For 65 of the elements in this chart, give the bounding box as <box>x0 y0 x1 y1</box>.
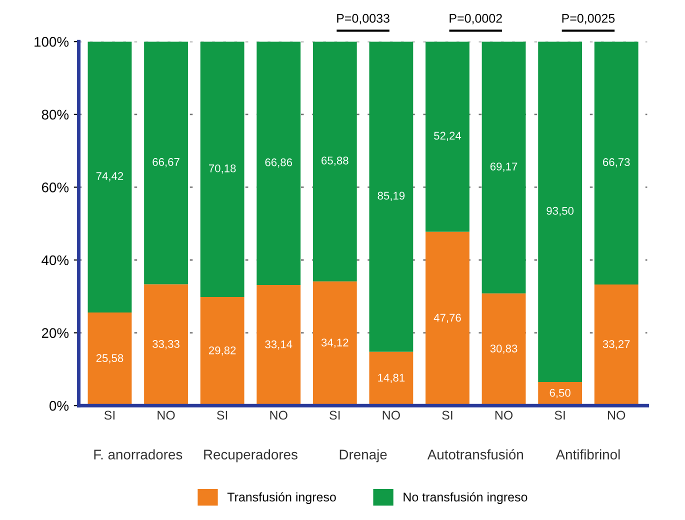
bar <box>312 281 357 406</box>
bar <box>88 312 132 406</box>
text: Drenaje <box>340 449 387 462</box>
bar <box>369 352 414 406</box>
y-tick-label: 0% <box>50 400 69 411</box>
bar <box>256 42 301 285</box>
bar <box>88 42 132 312</box>
bar <box>426 232 470 406</box>
data-label: 47,76 <box>434 314 461 323</box>
data-label: 29,82 <box>208 346 236 356</box>
bar <box>538 42 582 382</box>
text: P=0,0033 <box>337 14 390 24</box>
text: Recuperadores <box>204 449 298 462</box>
bar <box>482 293 526 406</box>
bar <box>256 284 301 406</box>
y-tick-label: 20% <box>42 328 69 338</box>
x-tick-label: NO <box>270 410 288 420</box>
data-label: 65,88 <box>322 156 348 166</box>
bar <box>426 42 470 232</box>
data-label: 66,86 <box>265 158 292 168</box>
x-tick-label: NO <box>158 410 175 420</box>
data-label: 66,67 <box>152 158 180 168</box>
data-label: 74,42 <box>96 172 124 182</box>
data-label: 33,27 <box>602 340 630 350</box>
x-tick-label: SI <box>554 410 565 420</box>
bar <box>144 42 188 284</box>
data-label: 52,24 <box>434 132 462 141</box>
x-tick-label: NO <box>608 410 626 420</box>
data-label: 93,50 <box>546 206 574 216</box>
data-label: 30,83 <box>490 344 518 354</box>
bar <box>594 42 638 284</box>
data-label: 69,17 <box>490 162 518 172</box>
y-tick-label: 100% <box>34 36 69 47</box>
y-tick-label: 80% <box>42 110 69 120</box>
data-label: 34,12 <box>321 338 348 348</box>
legend-label: No transfusión ingreso <box>404 492 528 504</box>
legend-label: Transfusión ingreso <box>227 492 336 504</box>
x-tick-label: SI <box>104 410 114 420</box>
data-label: 70,18 <box>208 164 236 174</box>
x-tick-label: SI <box>216 410 228 420</box>
y-tick-label: 40% <box>42 255 69 266</box>
bar <box>482 42 526 294</box>
bar <box>200 297 244 406</box>
text: P=0,0002 <box>450 14 502 24</box>
x-tick-label: SI <box>330 410 340 420</box>
text: Antifibrinol <box>556 449 620 460</box>
bar <box>369 42 414 352</box>
x-tick-label: NO <box>495 410 513 420</box>
data-label: 85,19 <box>378 192 405 201</box>
bar <box>200 42 244 298</box>
x-tick-label: SI <box>442 410 452 420</box>
text: F. anorradores <box>94 449 182 460</box>
bar <box>312 42 357 282</box>
data-label: 6,50 <box>550 388 570 398</box>
data-label: 66,73 <box>603 158 630 168</box>
bar <box>594 284 638 406</box>
x-tick-label: NO <box>382 410 400 420</box>
data-label: 25,58 <box>96 354 124 364</box>
text: P=0,0025 <box>562 14 615 24</box>
data-label: 33,14 <box>265 340 292 350</box>
data-label: 33,33 <box>152 340 180 350</box>
y-tick-label: 60% <box>42 182 69 192</box>
bar <box>144 284 188 406</box>
text: Autotransfusión <box>427 449 523 460</box>
data-label: 14,81 <box>378 374 405 383</box>
